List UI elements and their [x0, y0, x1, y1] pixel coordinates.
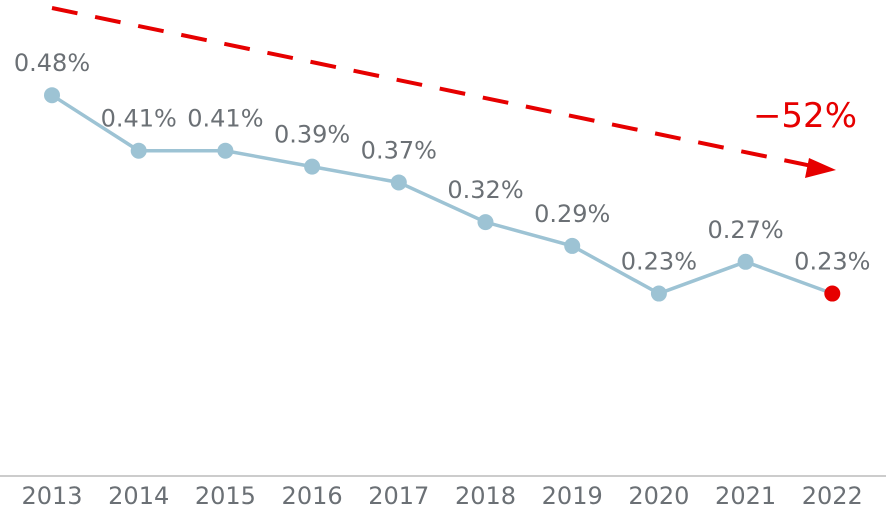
data-label-2017: 0.37% [361, 136, 437, 164]
data-point-2021 [737, 253, 754, 270]
data-point-2016 [304, 158, 321, 175]
x-tick-label-2019: 2019 [542, 482, 603, 510]
data-label-2016: 0.39% [274, 121, 350, 149]
arrowhead-icon [805, 158, 836, 178]
data-label-2020: 0.23% [621, 248, 697, 276]
data-point-2019 [564, 237, 581, 254]
data-label-2021: 0.27% [707, 216, 783, 244]
data-label-2014: 0.41% [101, 105, 177, 133]
x-tick-label-2013: 2013 [21, 482, 82, 510]
data-label-2015: 0.41% [187, 105, 263, 133]
series-line [51, 93, 833, 296]
trend-arrow [51, 6, 836, 178]
data-point-2020 [650, 285, 667, 302]
x-tick-label-2017: 2017 [368, 482, 429, 510]
data-label-2018: 0.32% [447, 176, 523, 204]
data-point-2022 [824, 285, 841, 302]
x-tick-label-2022: 2022 [802, 482, 863, 510]
data-point-2015 [217, 142, 234, 159]
x-tick-label-2021: 2021 [715, 482, 776, 510]
data-point-2013 [44, 87, 60, 104]
data-label-2022: 0.23% [794, 248, 870, 276]
x-tick-label-2015: 2015 [195, 482, 256, 510]
x-tick-label-2014: 2014 [108, 482, 169, 510]
data-point-2014 [130, 142, 147, 159]
x-tick-label-2018: 2018 [455, 482, 516, 510]
data-point-2017 [390, 174, 407, 191]
data-point-2018 [477, 214, 494, 231]
trend-annotation: −52% [753, 96, 857, 136]
data-label-2019: 0.29% [534, 200, 610, 228]
x-tick-label-2016: 2016 [282, 482, 343, 510]
x-tick-label-2020: 2020 [628, 482, 689, 510]
data-label-2013: 0.48% [14, 49, 90, 77]
